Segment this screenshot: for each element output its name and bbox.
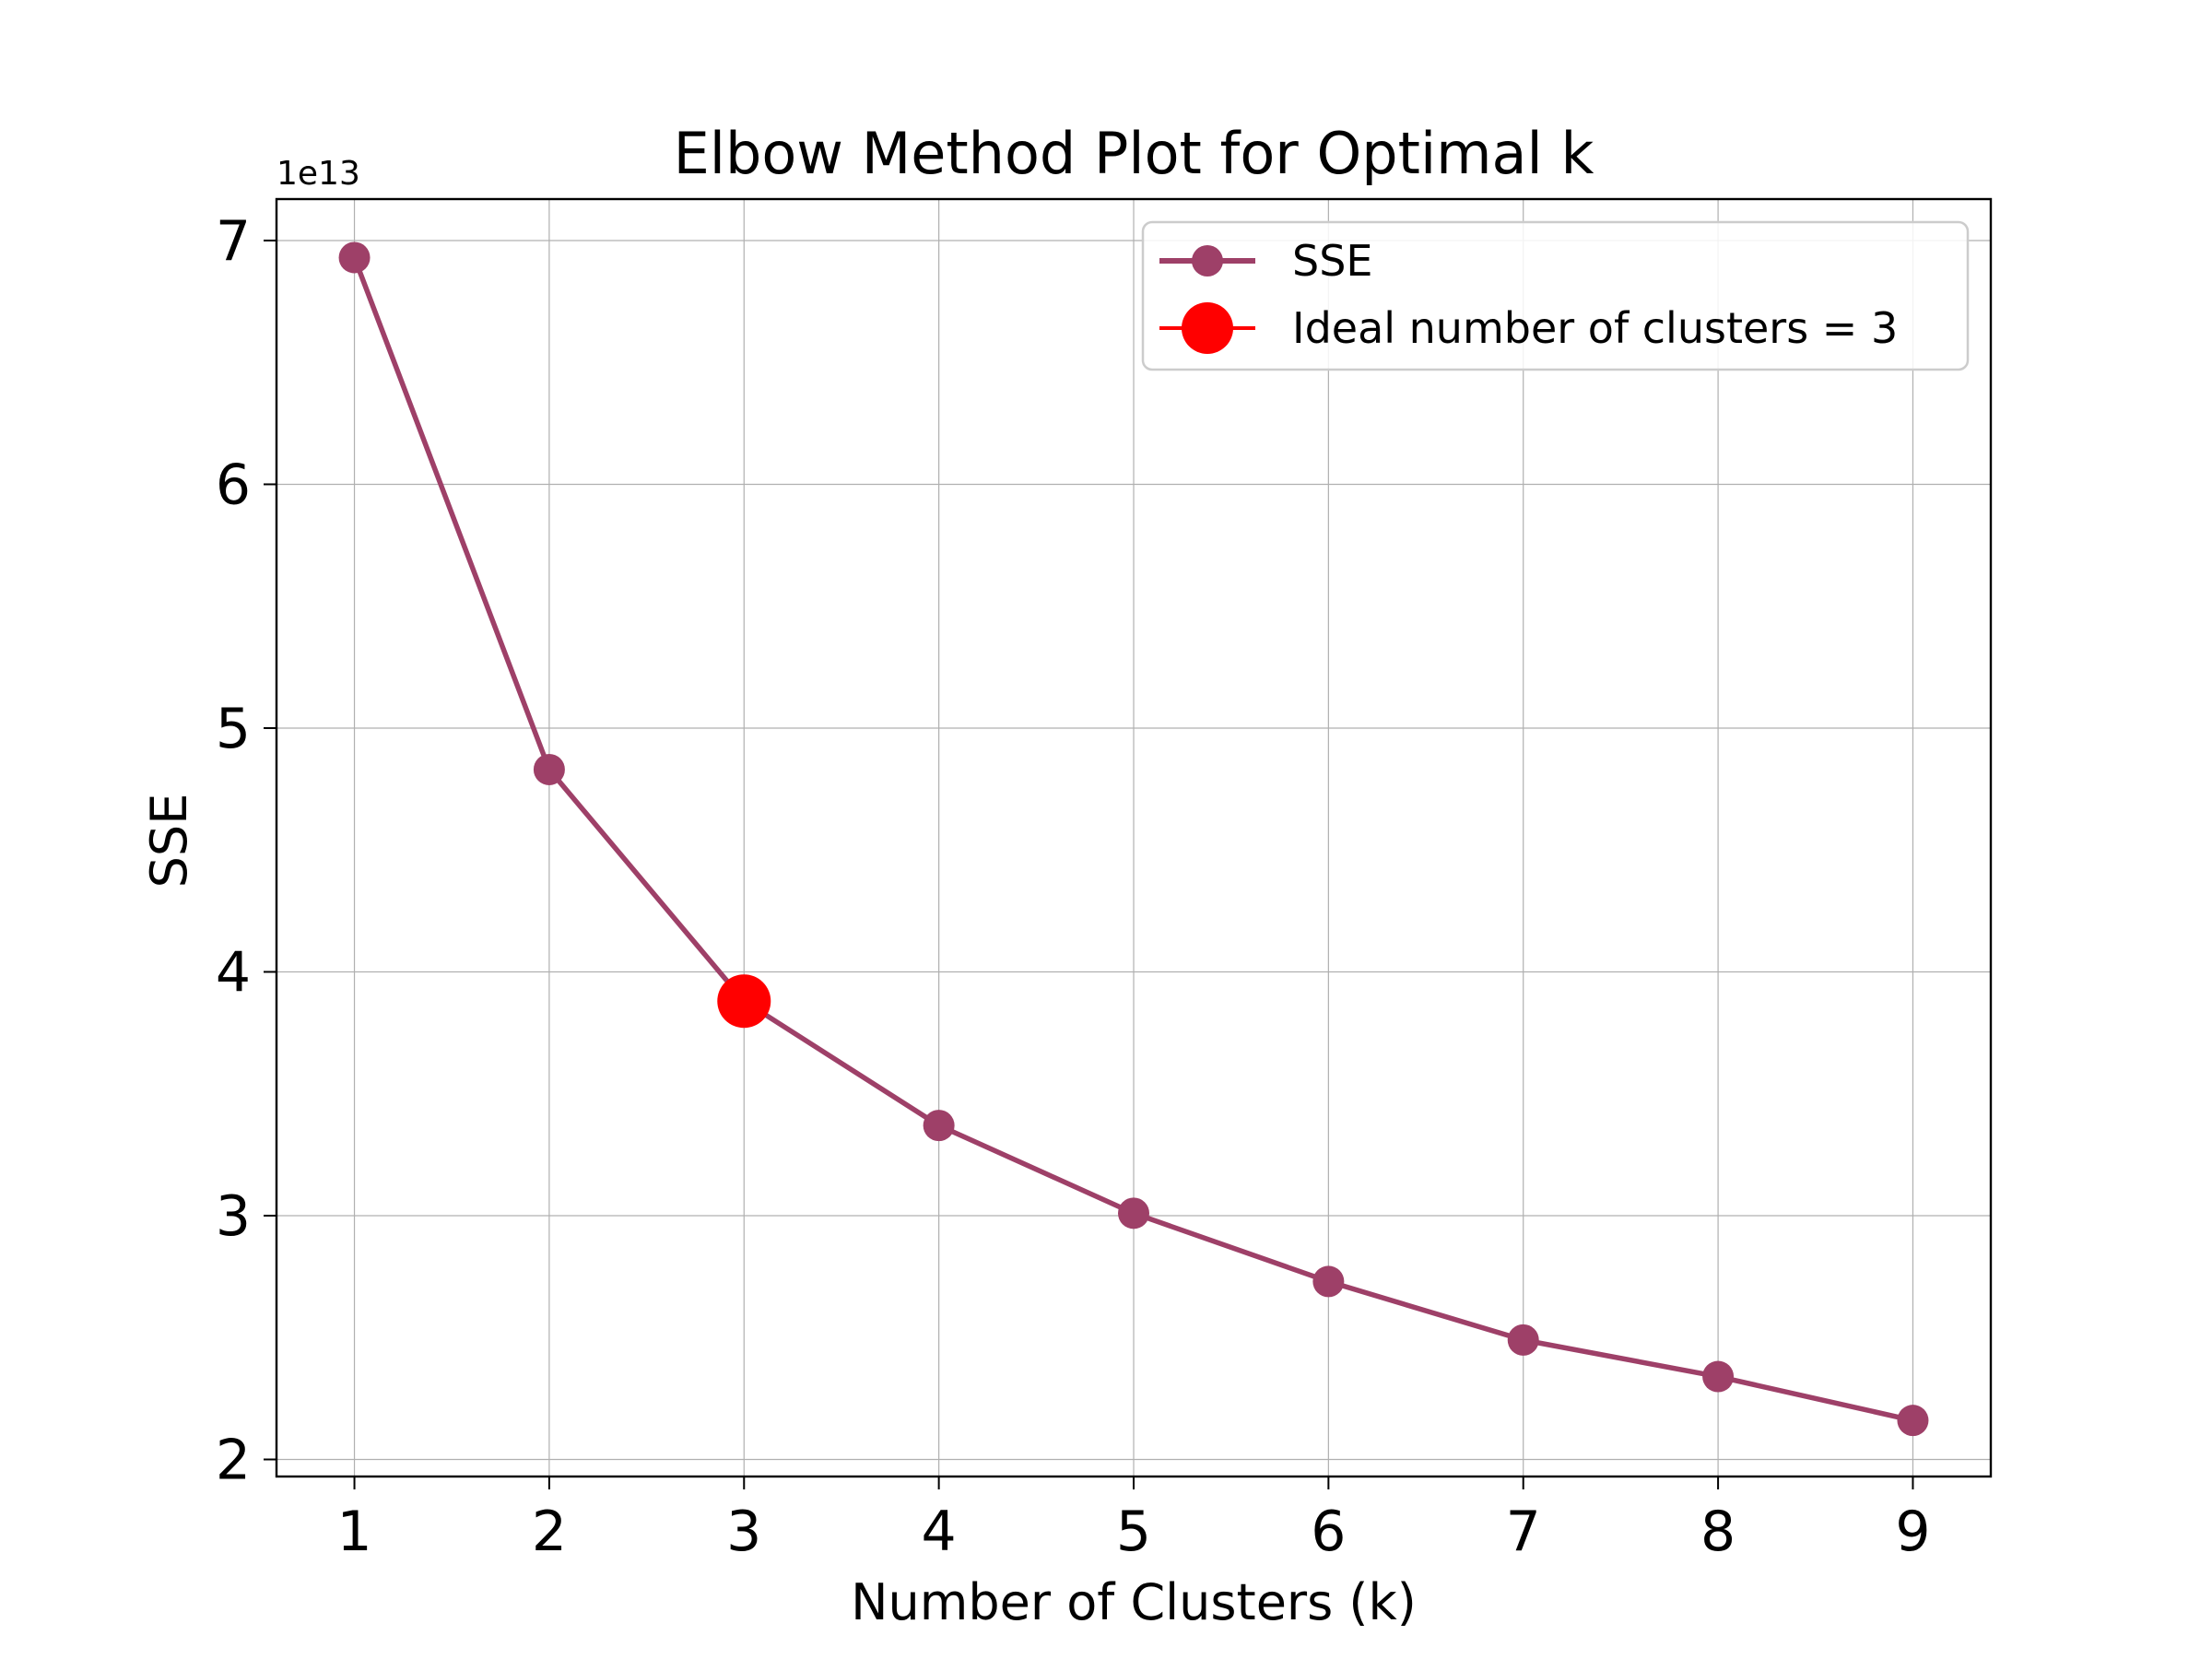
axis-ticks: 1 2 3 4 5 6 7 8 9 2 3 4 5 6 7 [216,209,1931,1564]
x-tick-label: 2 [532,1500,567,1564]
legend-marker-ideal [1182,302,1233,354]
y-tick-label: 6 [216,453,251,517]
y-axis-offset-label: 1e13 [276,155,360,193]
sse-point [1507,1324,1539,1356]
y-tick-label: 2 [216,1428,251,1492]
legend-box [1141,220,1970,371]
sse-point [1702,1360,1735,1393]
legend-label-sse: SSE [1292,236,1372,286]
sse-point [1312,1265,1345,1298]
sse-point [923,1110,955,1142]
sse-point [338,241,371,274]
x-tick-label: 9 [1895,1500,1930,1564]
x-tick-label: 8 [1700,1500,1735,1564]
x-tick-label: 4 [922,1500,957,1564]
y-tick-label: 4 [216,940,251,1005]
x-tick-label: 1 [336,1500,371,1564]
y-tick-label: 7 [216,209,251,274]
y-axis-label: SSE [140,794,198,888]
x-tick-label: 6 [1311,1500,1346,1564]
ideal-k-point [717,974,771,1029]
x-tick-label: 5 [1116,1500,1151,1564]
x-tick-label: 7 [1506,1500,1541,1564]
y-tick-label: 5 [216,697,251,761]
legend-marker-sse [1192,245,1223,276]
legend: SSE Ideal number of clusters = 3 [1141,220,1970,371]
x-tick-label: 3 [726,1500,761,1564]
x-axis-label: Number of Clusters (k) [851,1573,1417,1631]
sse-point [1897,1405,1929,1437]
chart-title: Elbow Method Plot for Optimal k [674,120,1594,187]
sse-point [533,753,565,785]
legend-label-ideal: Ideal number of clusters = 3 [1292,303,1898,353]
data-series [338,241,1929,1437]
sse-point [1118,1197,1149,1230]
y-tick-label: 3 [216,1184,251,1249]
